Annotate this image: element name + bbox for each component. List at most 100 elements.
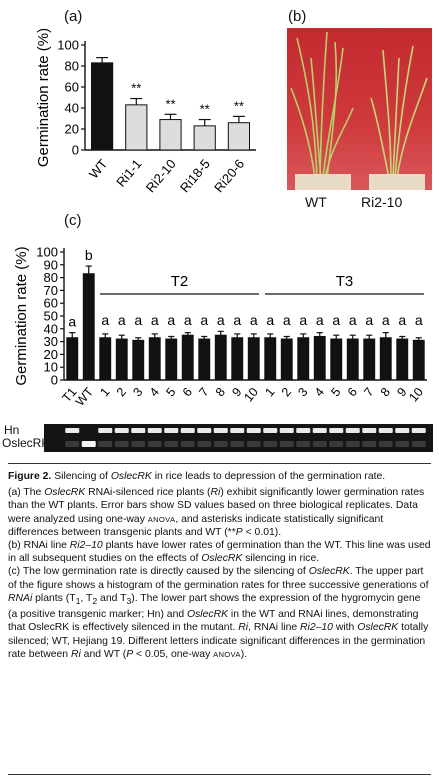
bar [125,104,148,151]
group-label: T2 [171,273,189,290]
gel-band-oslecrk [197,441,212,447]
caption-title: Figure 2. Silencing of OslecRK in rice l… [8,471,386,482]
significance-label: a [200,312,208,328]
gel-band-oslecrk [230,441,245,447]
ri-pot [369,174,425,190]
y-tick-label: 30 [44,334,58,349]
gel-band-hn [263,428,278,433]
significance-label: a [184,312,192,328]
x-tick-label: Ri1-1 [113,156,144,189]
bar [214,334,227,381]
y-axis-label: Germination rate (%) [35,28,52,167]
gel-band-hn [246,428,261,433]
gel-band-hn [65,428,80,433]
significance-label: ** [234,98,244,113]
significance-label: a [398,312,406,328]
caption-bottom-rule [8,774,431,775]
gel-band-oslecrk [312,441,327,447]
x-tick-label: 4 [312,385,327,399]
bar [346,338,359,381]
panel-a-label: (a) [64,8,83,25]
bar [280,338,293,381]
significance-label: a [382,312,390,328]
significance-label: a [134,312,142,328]
x-tick-label: 10 [241,385,261,405]
bar [396,338,409,381]
bar [247,337,260,381]
bar [66,337,79,381]
x-tick-label: 6 [180,385,195,399]
y-tick-label: 20 [44,347,58,362]
gel-band-oslecrk [395,441,410,447]
x-tick-label: 1 [97,385,112,399]
gel-band-hn [279,428,294,433]
bar [379,337,392,381]
gel-band-oslecrk [246,441,261,447]
y-tick-label: 20 [65,122,79,137]
gel-band-oslecrk [98,441,113,447]
y-tick-label: 100 [57,38,79,53]
x-tick-label: 8 [213,385,228,399]
gel-band-hn [378,428,393,433]
chart-a: 0 20 40 60 80 100 Germination rate (%) WT ** Ri1-… [35,28,256,195]
wt-plant-leaves [290,31,354,179]
gel-band-oslecrk [114,441,129,447]
x-tick-label: Ri18-5 [177,156,213,195]
gel-band-oslecrk [329,441,344,447]
y-tick-label: 0 [51,373,58,388]
bar [193,125,216,151]
x-tick-label: 2 [279,385,294,399]
y-tick-label: 40 [65,101,79,116]
bar [181,334,194,381]
x-tick-label: 6 [345,385,360,399]
significance-label: ** [165,96,175,111]
gel-label-hn: Hn [4,423,20,437]
caption-part-b: (b) RNAi line Ri2–10 plants have lower r… [8,540,431,565]
gel-band-oslecrk [296,441,311,447]
gel-band-oslecrk [263,441,278,447]
significance-label: a [68,314,76,330]
significance-label: a [266,312,274,328]
gel-band-hn [131,428,146,433]
significance-label: a [349,312,357,328]
gel-band-hn [147,428,162,433]
bar [90,62,114,151]
significance-label: a [217,312,225,328]
gel-band-oslecrk [362,441,377,447]
bar [412,339,425,381]
bar [297,337,310,381]
y-tick-label: 10 [44,360,58,375]
significance-label: ** [131,81,141,96]
gel-band-hn [197,428,212,433]
gel-band-oslecrk [81,441,96,447]
gel-band-oslecrk [411,441,426,447]
significance-label: a [101,312,109,328]
gel-band-hn [312,428,327,433]
significance-label: a [118,312,126,328]
gel-band-oslecrk [65,441,80,447]
bar [82,273,95,381]
gel-band-hn [411,428,426,433]
y-tick-label: 50 [44,309,58,324]
gel-band-hn [296,428,311,433]
x-tick-label: 7 [196,385,211,399]
x-tick-label: 7 [361,385,376,399]
bar [99,337,112,381]
significance-label: ** [200,102,210,117]
significance-label: a [365,312,373,328]
gel-band-hn [180,428,195,433]
y-tick-label: 60 [44,296,58,311]
y-tick-label: 90 [44,257,58,272]
bar [264,337,277,381]
gel-band-hn [345,428,360,433]
x-tick-label: 2 [114,385,129,399]
significance-label: a [316,312,324,328]
bar [165,338,178,381]
figure-caption: Figure 2. Silencing of OslecRK in rice l… [8,470,431,661]
gel-band-hn [98,428,113,433]
y-tick-label: 80 [65,59,79,74]
y-tick-label: 80 [44,270,58,285]
gel-band-oslecrk [180,441,195,447]
gel-band-oslecrk [131,441,146,447]
